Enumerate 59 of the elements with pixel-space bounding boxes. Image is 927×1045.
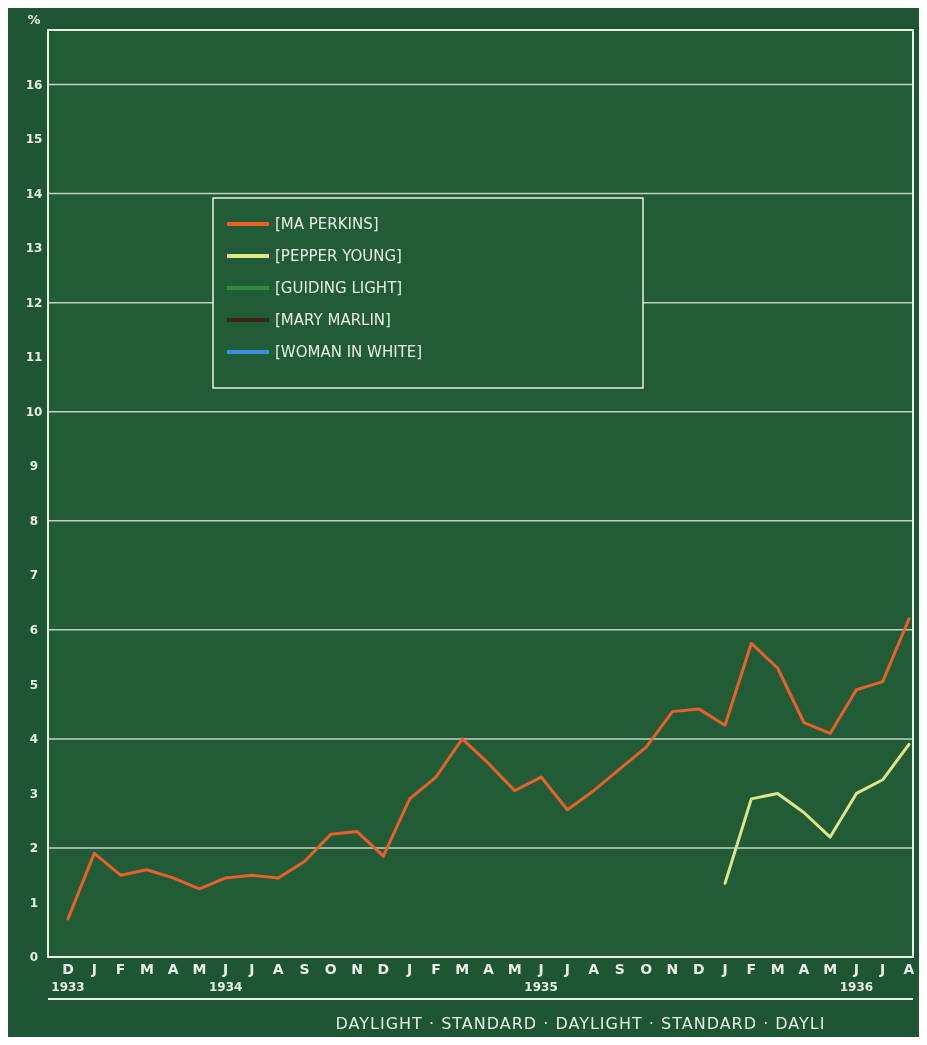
x-tick-label: N xyxy=(666,961,679,977)
x-tick-label: O xyxy=(640,961,653,977)
x-tick-label: A xyxy=(903,961,915,977)
y-tick-label: 10 xyxy=(25,404,43,419)
x-tick-label: J xyxy=(406,961,413,977)
x-tick-label: M xyxy=(455,961,470,977)
y-axis-title: % xyxy=(27,12,41,27)
y-tick-label: 2 xyxy=(29,841,39,856)
x-tick-label: F xyxy=(431,961,441,977)
x-tick-label: J xyxy=(721,961,728,977)
y-tick-label: 15 xyxy=(25,132,43,147)
y-tick-label: 0 xyxy=(29,950,39,965)
legend-label: [MA PERKINS] xyxy=(275,215,379,234)
x-tick-label: D xyxy=(692,961,705,977)
legend-label: [WOMAN IN WHITE] xyxy=(275,343,423,362)
x-tick-label: A xyxy=(272,961,284,977)
y-tick-label: 5 xyxy=(29,677,39,692)
x-tick-label: N xyxy=(351,961,363,977)
x-tick-label: J xyxy=(248,961,255,977)
legend-label: [PEPPER YOUNG] xyxy=(275,247,402,266)
x-tick-label: M xyxy=(823,961,838,977)
x-tick-label: F xyxy=(115,961,126,977)
y-tick-label: 3 xyxy=(29,786,39,801)
x-tick-label: O xyxy=(324,961,337,977)
y-tick-label: 1 xyxy=(29,895,39,910)
legend-label: [MARY MARLIN] xyxy=(275,311,391,330)
line-series xyxy=(66,617,911,921)
legend-label: [GUIDING LIGHT] xyxy=(275,279,403,298)
y-tick-label: 13 xyxy=(25,241,43,256)
x-tick-label: M xyxy=(192,961,207,977)
y-tick-label: 4 xyxy=(29,732,39,747)
y-tick-label: 16 xyxy=(25,77,43,92)
y-tick-label: 6 xyxy=(29,623,39,638)
x-tick-label: D xyxy=(377,961,390,977)
x-tick-label: S xyxy=(614,961,625,977)
x-tick-label: F xyxy=(746,961,757,977)
y-tick-label: 14 xyxy=(25,186,43,201)
line-series xyxy=(723,742,911,885)
x-tick-label: A xyxy=(483,961,495,977)
x-tick-label: J xyxy=(90,961,97,977)
y-tick-label: 11 xyxy=(25,350,43,365)
x-tick-label: J 1934 xyxy=(208,961,243,994)
y-tick-label: 7 xyxy=(29,568,39,583)
x-tick-label: A xyxy=(588,961,600,977)
y-tick-label: 12 xyxy=(25,295,43,310)
x-tick-label: J xyxy=(879,961,886,977)
x-tick-label: J 1936 xyxy=(839,961,874,994)
x-tick-label: J xyxy=(563,961,570,977)
y-tick-label: 8 xyxy=(29,513,39,528)
y-tick-label: 9 xyxy=(29,459,39,474)
x-tick-label: M xyxy=(507,961,522,977)
x-tick-label: M xyxy=(770,961,785,977)
x-tick-label: A xyxy=(167,961,179,977)
x-tick-label: A xyxy=(798,961,810,977)
x-tick-label: J 1935 xyxy=(524,961,558,994)
x-tick-label: S xyxy=(299,961,310,977)
x-tick-label: D 1933 xyxy=(51,961,85,994)
text: DAYLIGHT · STANDARD · DAYLIGHT · STANDARD · DAYLI xyxy=(335,1014,826,1033)
x-tick-label: M xyxy=(139,961,154,977)
